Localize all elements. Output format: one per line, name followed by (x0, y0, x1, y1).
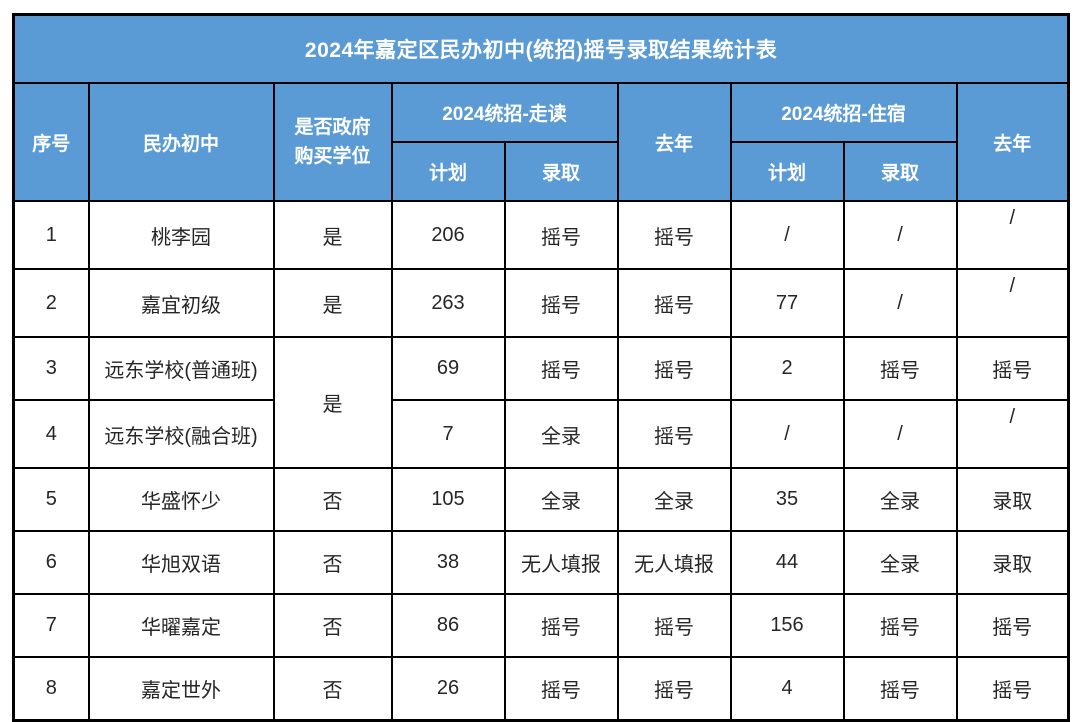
cell-lastyear-day: 摇号 (616, 268, 732, 338)
cell-plan-day: 105 (390, 467, 506, 532)
table-title: 2024年嘉定区民办初中(统招)摇号录取结果统计表 (12, 13, 1070, 84)
col-header-plan-day: 计划 (390, 141, 506, 202)
col-header-gov-line1: 是否政府 (294, 116, 371, 138)
cell-admit-boarding: 摇号 (842, 656, 958, 722)
cell-school: 华盛怀少 (87, 467, 275, 532)
header-row-bottom: 计划 录取 计划 录取 (14, 141, 1069, 202)
cell-admit-boarding: 全录 (842, 467, 958, 532)
cell-lastyear-boarding: 录取 (955, 530, 1070, 595)
cell-plan-day: 206 (390, 200, 506, 270)
table-row: 5 华盛怀少 否 105 全录 全录 35 全录 录取 (12, 467, 1070, 532)
cell-gov-purchase: 是 (272, 268, 393, 338)
col-group-2024-boarding: 2024统招-住宿 (729, 82, 958, 143)
cell-lastyear-day: 全录 (616, 467, 732, 532)
cell-admit-day: 全录 (503, 467, 619, 532)
cell-admit-day: 无人填报 (503, 530, 619, 595)
cell-seq: 3 (12, 336, 90, 401)
cell-plan-day: 263 (390, 268, 506, 338)
cell-gov-purchase: 否 (272, 530, 393, 595)
table-row: 2 嘉宜初级 是 263 摇号 摇号 77 / / (12, 268, 1070, 338)
cell-seq: 6 (12, 530, 90, 595)
cell-lastyear-day: 摇号 (616, 200, 732, 270)
cell-admit-boarding: 摇号 (842, 336, 958, 401)
cell-gov-purchase: 否 (272, 467, 393, 532)
cell-seq: 7 (12, 593, 90, 658)
cell-seq: 4 (12, 399, 90, 469)
cell-lastyear-boarding: 摇号 (955, 336, 1070, 401)
cell-plan-day: 7 (390, 399, 506, 469)
lottery-results-table-container: 2024年嘉定区民办初中(统招)摇号录取结果统计表 序号 民办初中 是否政府 购… (12, 13, 1071, 722)
cell-gov-purchase: 是 (272, 200, 393, 270)
cell-lastyear-day: 无人填报 (616, 530, 732, 595)
cell-seq: 5 (12, 467, 90, 532)
cell-admit-day: 全录 (503, 399, 619, 469)
cell-school: 嘉定世外 (87, 656, 275, 722)
cell-admit-boarding: / (842, 200, 958, 270)
col-header-gov-line2: 购买学位 (294, 146, 371, 167)
cell-plan-boarding: / (729, 200, 845, 270)
cell-school: 桃李园 (87, 200, 275, 270)
col-header-lastyear-boarding: 去年 (955, 82, 1070, 202)
header-row-top: 序号 民办初中 是否政府 购买学位 2024统招-走读 去年 2024统招-住宿… (12, 82, 1070, 202)
cell-lastyear-boarding: 摇号 (955, 656, 1070, 722)
col-header-school: 民办初中 (87, 82, 275, 202)
cell-admit-day: 摇号 (503, 200, 619, 270)
cell-plan-boarding: 4 (729, 656, 845, 722)
cell-school: 远东学校(普通班) (87, 336, 275, 401)
cell-gov-purchase: 否 (272, 593, 393, 658)
cell-school: 华旭双语 (87, 530, 275, 595)
cell-admit-boarding: 全录 (842, 530, 958, 595)
cell-admit-day: 摇号 (503, 336, 619, 401)
cell-school: 远东学校(融合班) (87, 399, 275, 469)
cell-admit-day: 摇号 (503, 656, 619, 722)
col-header-lastyear-day: 去年 (616, 82, 732, 202)
cell-lastyear-boarding: 摇号 (955, 593, 1070, 658)
cell-plan-boarding: / (729, 399, 845, 469)
cell-gov-purchase: 否 (272, 656, 393, 722)
col-group-2024-day: 2024统招-走读 (390, 82, 619, 143)
cell-lastyear-boarding: / (955, 268, 1070, 338)
table-row: 4 远东学校(融合班) 7 全录 摇号 / / / (12, 399, 1070, 469)
cell-plan-boarding: 35 (729, 467, 845, 532)
cell-lastyear-boarding: / (955, 200, 1070, 270)
cell-lastyear-boarding: / (955, 399, 1070, 469)
table-row: 3 远东学校(普通班) 是 69 摇号 摇号 2 摇号 摇号 (12, 336, 1070, 469)
cell-plan-boarding: 44 (729, 530, 845, 595)
cell-school: 华曜嘉定 (87, 593, 275, 658)
cell-admit-day: 摇号 (503, 268, 619, 338)
cell-plan-boarding: 156 (729, 593, 845, 658)
table-row: 8 嘉定世外 否 26 摇号 摇号 4 摇号 摇号 (12, 656, 1070, 722)
cell-lastyear-day: 摇号 (616, 593, 732, 658)
cell-lastyear-day: 摇号 (616, 399, 732, 469)
cell-lastyear-boarding: 录取 (955, 467, 1070, 532)
col-header-gov-purchase: 是否政府 购买学位 (272, 82, 393, 202)
cell-gov-purchase-merged: 是 (272, 336, 393, 469)
col-header-plan-boarding: 计划 (729, 141, 845, 202)
cell-admit-day: 摇号 (503, 593, 619, 658)
cell-plan-boarding: 77 (729, 268, 845, 338)
table-title-row: 2024年嘉定区民办初中(统招)摇号录取结果统计表 (12, 13, 1070, 84)
table-row: 7 华曜嘉定 否 86 摇号 摇号 156 摇号 摇号 (12, 593, 1070, 658)
cell-plan-day: 26 (390, 656, 506, 722)
col-header-admit-boarding: 录取 (842, 141, 958, 202)
table-row: 1 桃李园 是 206 摇号 摇号 / / / (12, 200, 1070, 270)
cell-lastyear-day: 摇号 (616, 336, 732, 401)
cell-admit-boarding: / (842, 399, 958, 469)
cell-lastyear-day: 摇号 (616, 656, 732, 722)
cell-school: 嘉宜初级 (87, 268, 275, 338)
cell-admit-boarding: 摇号 (842, 593, 958, 658)
cell-plan-day: 69 (390, 336, 506, 401)
col-header-seq: 序号 (12, 82, 90, 202)
cell-plan-boarding: 2 (729, 336, 845, 401)
cell-admit-boarding: / (842, 268, 958, 338)
cell-seq: 2 (12, 268, 90, 338)
cell-seq: 1 (12, 200, 90, 270)
cell-plan-day: 38 (390, 530, 506, 595)
col-header-admit-day: 录取 (503, 141, 619, 202)
lottery-results-table: 2024年嘉定区民办初中(统招)摇号录取结果统计表 序号 民办初中 是否政府 购… (12, 13, 1071, 722)
cell-plan-day: 86 (390, 593, 506, 658)
cell-seq: 8 (12, 656, 90, 722)
table-row: 6 华旭双语 否 38 无人填报 无人填报 44 全录 录取 (12, 530, 1070, 595)
